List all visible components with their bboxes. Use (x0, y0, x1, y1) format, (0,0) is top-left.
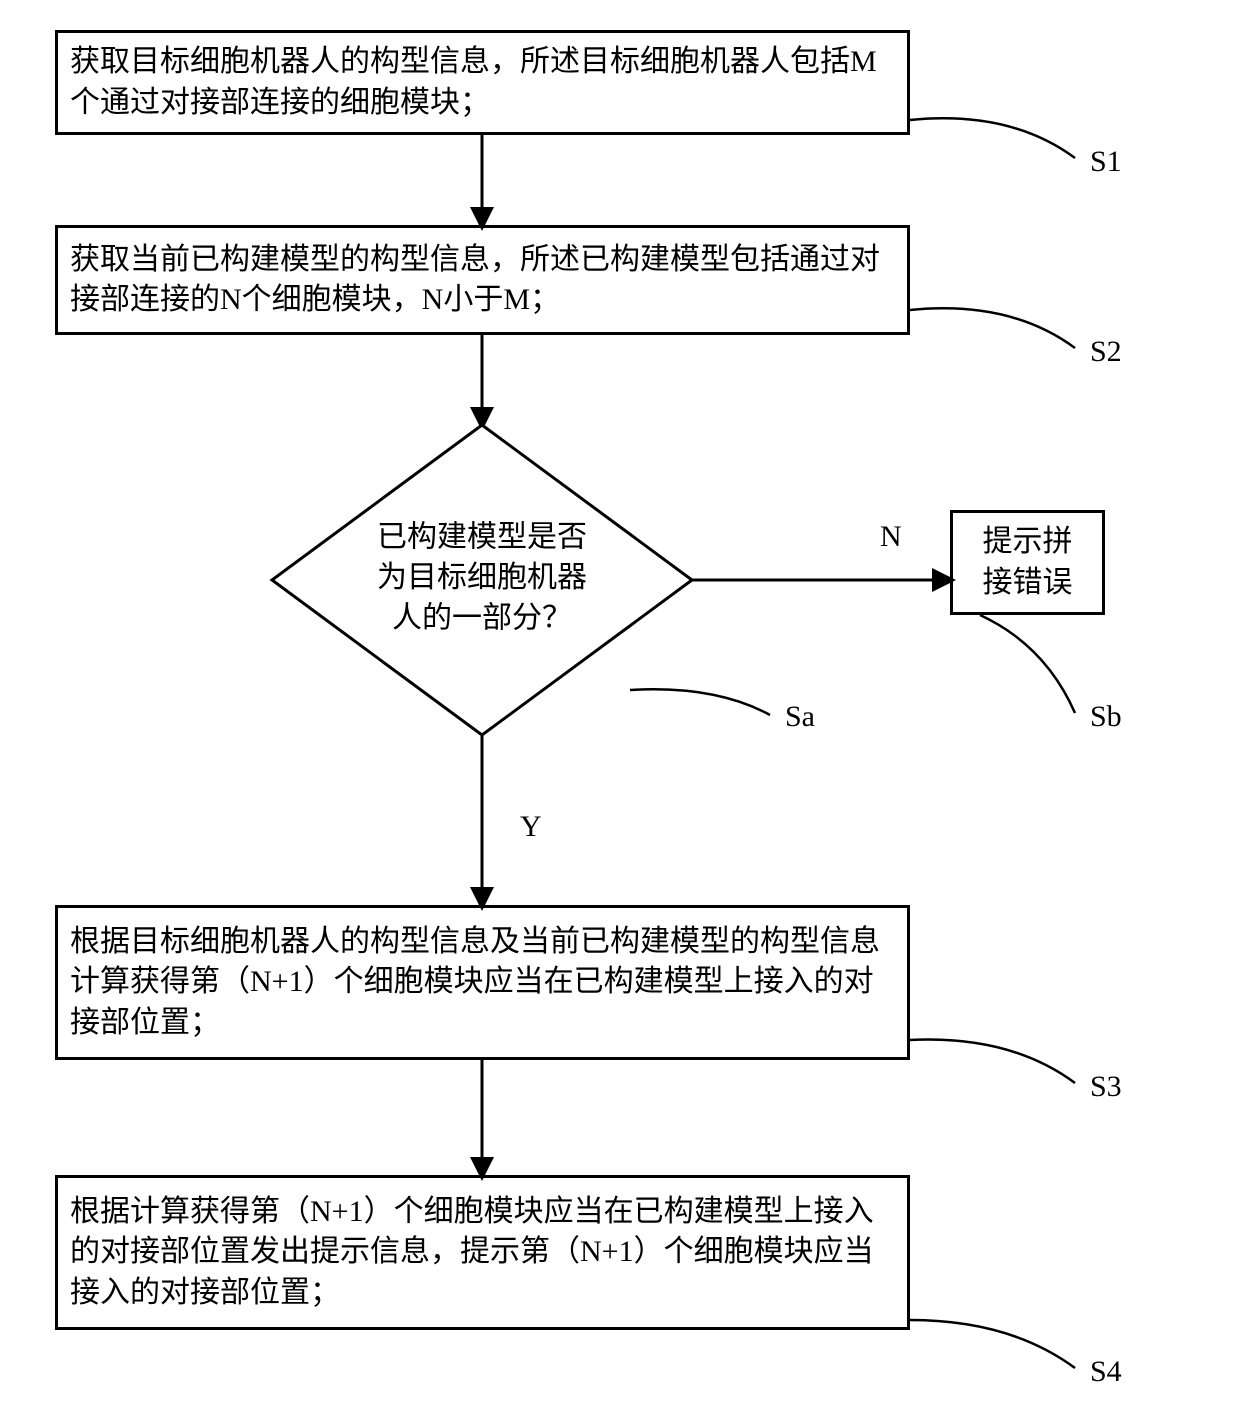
process-text-sb: 提示拼 接错误 (983, 522, 1073, 603)
step-label-s1: S1 (1090, 145, 1122, 179)
svg-text:已构建模型是否: 已构建模型是否 (377, 520, 587, 553)
step-label-sb: Sb (1090, 700, 1122, 734)
process-box-s3: 根据目标细胞机器人的构型信息及当前已构建模型的构型信息计算获得第（N+1）个细胞… (55, 905, 910, 1060)
process-box-s2: 获取当前已构建模型的构型信息，所述已构建模型包括通过对接部连接的N个细胞模块，N… (55, 225, 910, 335)
svg-text:人的一部分？: 人的一部分？ (392, 601, 572, 634)
process-box-sb: 提示拼 接错误 (950, 510, 1105, 615)
process-box-s1: 获取目标细胞机器人的构型信息，所述目标细胞机器人包括M个通过对接部连接的细胞模块… (55, 30, 910, 135)
step-label-s4: S4 (1090, 1355, 1122, 1389)
svg-text:为目标细胞机器: 为目标细胞机器 (377, 561, 587, 594)
edge-label-yes: Y (520, 810, 542, 844)
process-text-s1: 获取目标细胞机器人的构型信息，所述目标细胞机器人包括M个通过对接部连接的细胞模块… (70, 42, 895, 123)
process-text-s3: 根据目标细胞机器人的构型信息及当前已构建模型的构型信息计算获得第（N+1）个细胞… (70, 922, 895, 1044)
step-label-s3: S3 (1090, 1070, 1122, 1104)
step-label-s2: S2 (1090, 335, 1122, 369)
process-text-s4: 根据计算获得第（N+1）个细胞模块应当在已构建模型上接入的对接部位置发出提示信息… (70, 1192, 895, 1314)
flowchart-canvas: 获取目标细胞机器人的构型信息，所述目标细胞机器人包括M个通过对接部连接的细胞模块… (0, 0, 1240, 1404)
edge-label-no: N (880, 520, 902, 554)
process-text-s2: 获取当前已构建模型的构型信息，所述已构建模型包括通过对接部连接的N个细胞模块，N… (70, 240, 895, 321)
process-box-s4: 根据计算获得第（N+1）个细胞模块应当在已构建模型上接入的对接部位置发出提示信息… (55, 1175, 910, 1330)
step-label-sa: Sa (785, 700, 815, 734)
